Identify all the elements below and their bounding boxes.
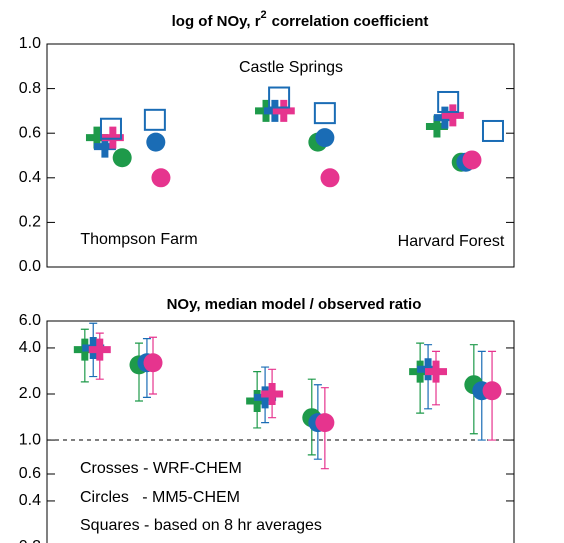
square-marker [481,119,504,142]
y-tick-label: 6.0 [19,312,41,329]
cross-marker [272,99,295,122]
y-tick-label: 0.6 [19,124,41,141]
site-label: Harvard Forest [398,233,505,250]
circle-marker [112,148,132,168]
circle-marker [146,132,166,152]
circle-marker [462,150,482,170]
circle-marker [151,168,171,188]
site-label: Castle Springs [239,59,343,76]
square-marker [143,108,166,131]
circle-marker [315,128,335,148]
y-tick-label: 1.0 [19,431,41,448]
title-part: correlation coefficient [272,13,429,30]
y-tick-label: 0.4 [19,169,41,186]
legend-note: Circles - MM5-CHEM [80,489,240,506]
circle-marker [143,353,163,373]
y-tick-label: 0.2 [19,538,41,543]
site-label: Thompson Farm [80,231,197,248]
circle-marker [315,413,335,433]
plot-frame [46,320,515,543]
circle-marker [482,381,502,401]
chart-title: NOy, median model / observed ratio [167,296,422,313]
y-tick-label: 0.4 [19,492,41,509]
y-tick-label: 4.0 [19,339,41,356]
title-superscript: 2 [261,9,267,21]
y-tick-label: 0.6 [19,465,41,482]
square-marker [268,86,291,109]
chart-title: log of NOy, r2 correlation coefficient [172,9,429,30]
circle-marker [320,168,340,188]
legend-note: Squares - based on 8 hr averages [80,517,322,534]
y-tick-label: 0.0 [19,258,41,275]
cross-marker [425,360,448,383]
square-marker [437,90,460,113]
cross-marker [261,383,284,405]
cross-marker [88,338,111,361]
y-tick-label: 1.0 [19,35,41,52]
y-tick-label: 0.2 [19,214,41,231]
y-tick-label: 0.8 [19,80,41,97]
square-marker [99,117,122,140]
legend-note: Crosses - WRF-CHEM [80,460,242,477]
plot-frame [46,43,515,268]
title-part: log of NOy, r [172,13,261,30]
square-marker [313,102,336,125]
y-tick-label: 2.0 [19,385,41,402]
cross-marker [441,104,464,127]
